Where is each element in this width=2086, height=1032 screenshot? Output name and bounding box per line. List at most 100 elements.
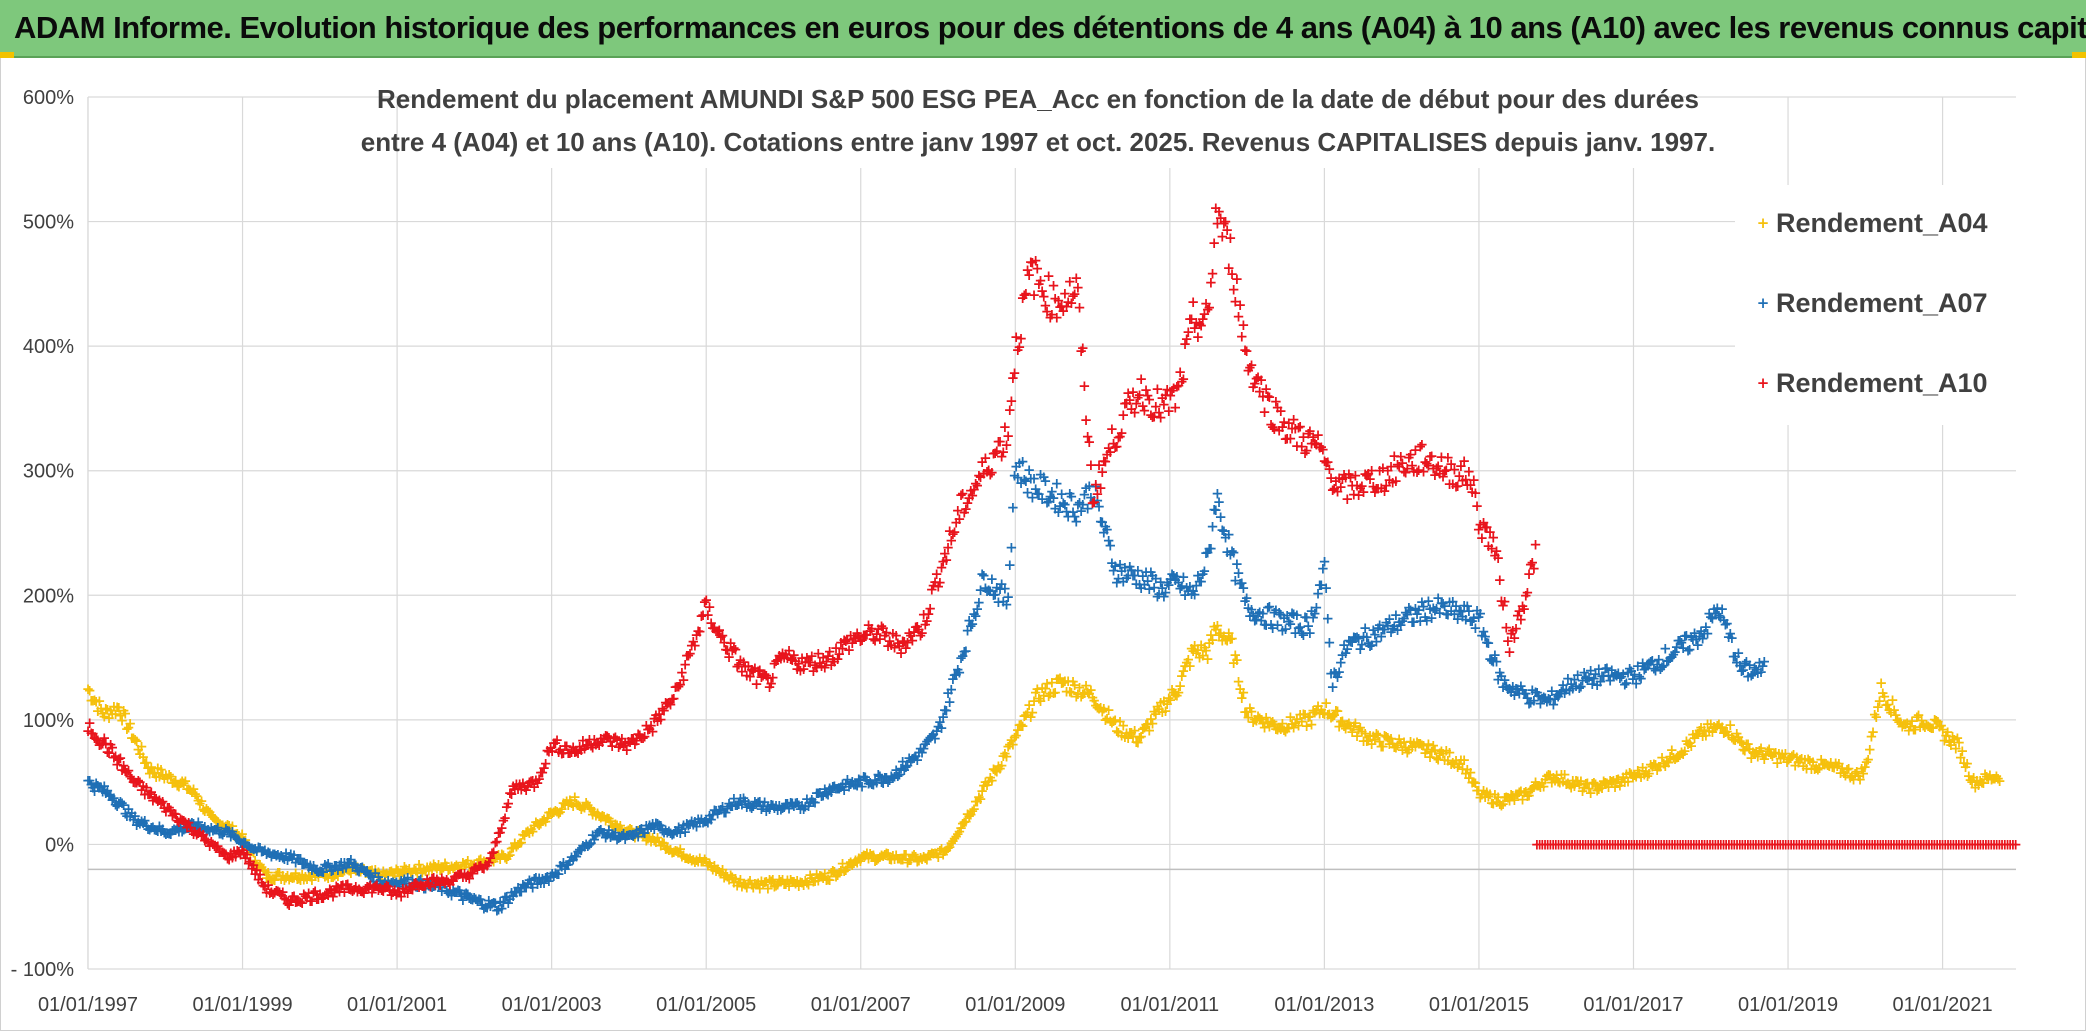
x-tick-label: 01/01/2003 [502,994,602,1016]
data-point: + [108,698,121,716]
data-point: + [306,871,319,889]
data-point: + [228,826,241,844]
chart-legend: + Rendement_A04 + Rendement_A07 + Rendement_A… [1735,185,2035,425]
data-point: + [142,759,155,777]
data-point: + [317,865,330,883]
data-point: + [1320,579,1333,597]
data-point: + [593,807,606,825]
data-point: + [177,774,190,792]
data-point: + [577,798,590,816]
data-point: + [607,818,620,836]
data-point: + [387,864,400,882]
data-point: + [351,858,364,876]
x-tick-label: 01/01/2013 [1274,994,1374,1016]
data-point: + [335,863,348,881]
data-point: + [1494,571,1507,589]
x-tick-label: 01/01/2009 [965,994,1065,1016]
data-point: + [234,831,247,849]
data-point: + [437,859,450,877]
data-point: + [421,858,434,876]
data-point: + [202,801,215,819]
data-point: + [348,860,361,878]
x-tick-label: 01/01/2005 [656,994,756,1016]
data-point: + [458,856,471,874]
data-point: + [83,681,96,699]
data-point: + [379,865,392,883]
data-point: + [377,862,390,880]
data-point: + [476,857,489,875]
data-point: + [1104,536,1117,554]
data-point: + [395,864,408,882]
data-point: + [406,863,419,881]
data-point: + [582,796,595,814]
data-point: + [242,839,255,857]
x-tick-label: 01/01/2019 [1738,994,1838,1016]
data-point: + [426,861,439,879]
data-point: + [526,823,539,841]
data-point: + [418,860,431,878]
data-point: + [486,851,499,869]
legend-marker: + [1757,294,1770,312]
data-point: + [181,780,194,798]
data-point: + [265,871,278,889]
data-point: + [267,870,280,888]
data-point: + [473,851,486,869]
data-point: + [530,813,543,831]
data-point: + [603,809,616,827]
data-point: + [117,701,130,719]
data-point: + [364,862,377,880]
data-point: + [322,869,335,887]
data-point: + [1005,392,1018,410]
data-point: + [398,858,411,876]
data-point: + [121,720,134,738]
data-point: + [460,855,473,873]
data-point: + [1094,479,1107,497]
data-point: + [556,800,569,818]
data-point: + [432,855,445,873]
data-point: + [1015,330,1028,348]
data-point: + [384,863,397,881]
data-point: + [434,861,447,879]
banner-title: ADAM Informe. Evolution historique des p… [14,10,2086,45]
y-tick-label: 600% [23,87,74,109]
data-point: + [528,817,541,835]
data-point: + [515,833,528,851]
data-point: + [132,740,145,758]
data-point: + [1073,299,1086,317]
data-point: + [210,811,223,829]
data-point: + [534,815,547,833]
data-point: + [1224,229,1237,247]
data-point: + [205,806,218,824]
data-point: + [90,693,103,711]
data-point: + [422,861,435,879]
data-point: + [151,759,164,777]
data-point: + [85,691,98,709]
data-point: + [570,794,583,812]
data-point: + [1318,553,1331,571]
x-tick-label: 01/01/2015 [1429,994,1529,1016]
data-point: + [168,774,181,792]
data-point: + [139,754,152,772]
data-point: + [195,792,208,810]
data-point: + [122,719,135,737]
data-point: + [237,832,250,850]
data-point: + [186,783,199,801]
data-point: + [1008,364,1021,382]
data-point: + [231,824,244,842]
data-point: + [620,822,633,840]
data-point: + [88,691,101,709]
data-point: + [213,818,226,836]
data-point: + [160,766,173,784]
data-point: + [354,863,367,881]
data-point: + [320,867,333,885]
data-point: + [466,857,479,875]
data-point: + [543,804,556,822]
data-point: + [1002,588,1015,606]
data-point: + [221,816,234,834]
data-point: + [356,858,369,876]
data-point: + [604,812,617,830]
data-point: + [194,794,207,812]
data-point: + [499,849,512,867]
data-point: + [549,801,562,819]
